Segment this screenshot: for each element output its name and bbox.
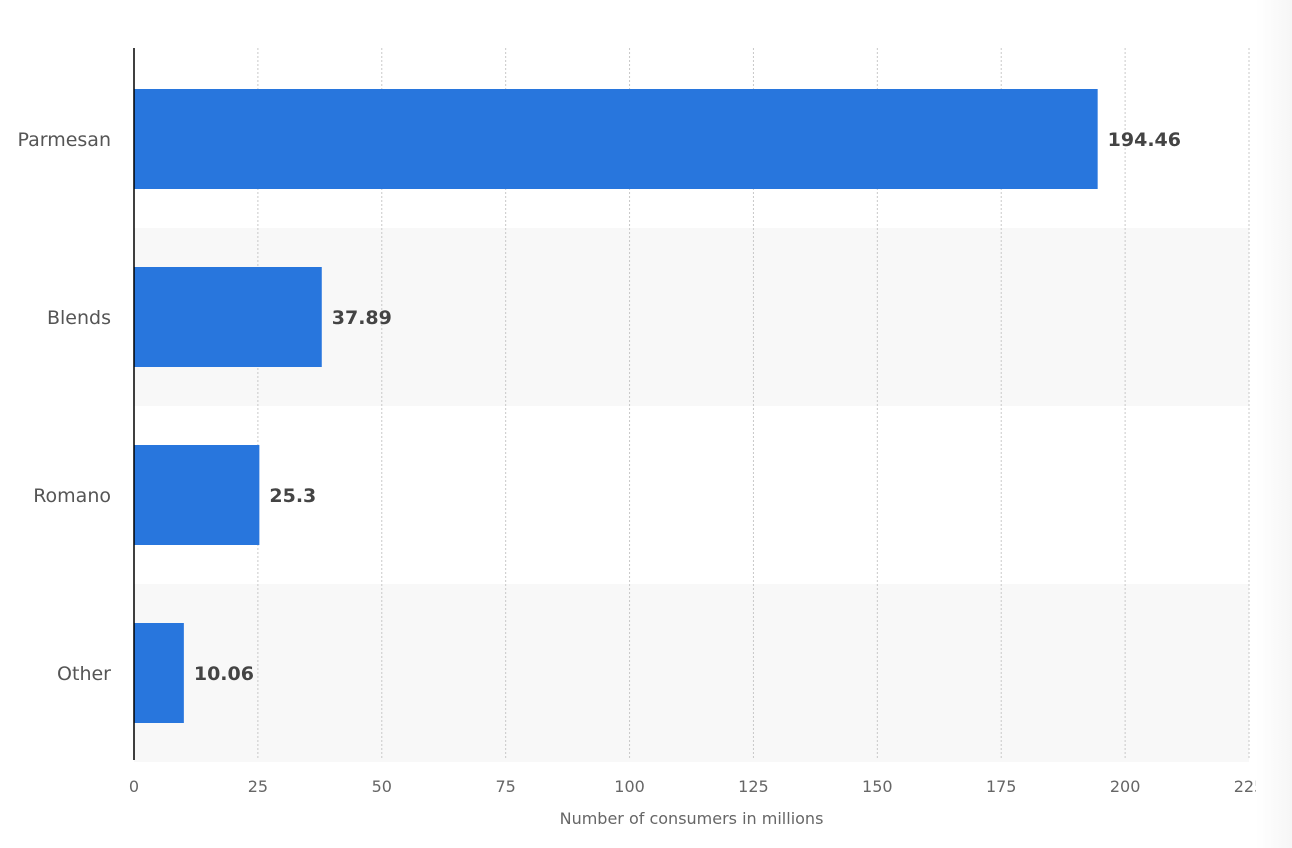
bars [134,89,1098,723]
x-tick-label: 75 [495,777,515,796]
category-label-parmesan: Parmesan [17,129,111,151]
bar-romano [134,445,260,545]
x-tick-label: 200 [1110,777,1141,796]
category-label-other: Other [57,663,111,685]
row-bands [134,228,1249,762]
value-label-other: 10.06 [194,663,254,685]
row-band-3 [134,584,1249,762]
x-tick-label: 25 [248,777,268,796]
value-label-romano: 25.3 [269,485,316,507]
x-tick-label: 125 [738,777,769,796]
x-tick-label: 175 [986,777,1017,796]
scroll-edge [1256,0,1292,848]
x-tick-label: 50 [372,777,392,796]
category-labels: Parmesan Blends Romano Other [17,129,111,685]
bar-blends [134,267,322,367]
x-tick-label: 150 [862,777,893,796]
x-tick-labels: 0 25 50 75 100 125 150 175 200 225 [129,777,1264,796]
value-labels: 194.46 37.89 25.3 10.06 [194,129,1181,685]
category-label-blends: Blends [47,307,111,329]
x-axis-title: Number of consumers in millions [560,809,824,828]
value-label-blends: 37.89 [332,307,392,329]
x-tick-label: 100 [614,777,645,796]
bar-parmesan [134,89,1098,189]
category-label-romano: Romano [33,485,111,507]
grid-lines [257,48,1250,760]
value-label-parmesan: 194.46 [1108,129,1181,151]
bar-other [134,623,184,723]
x-tick-label: 0 [129,777,139,796]
